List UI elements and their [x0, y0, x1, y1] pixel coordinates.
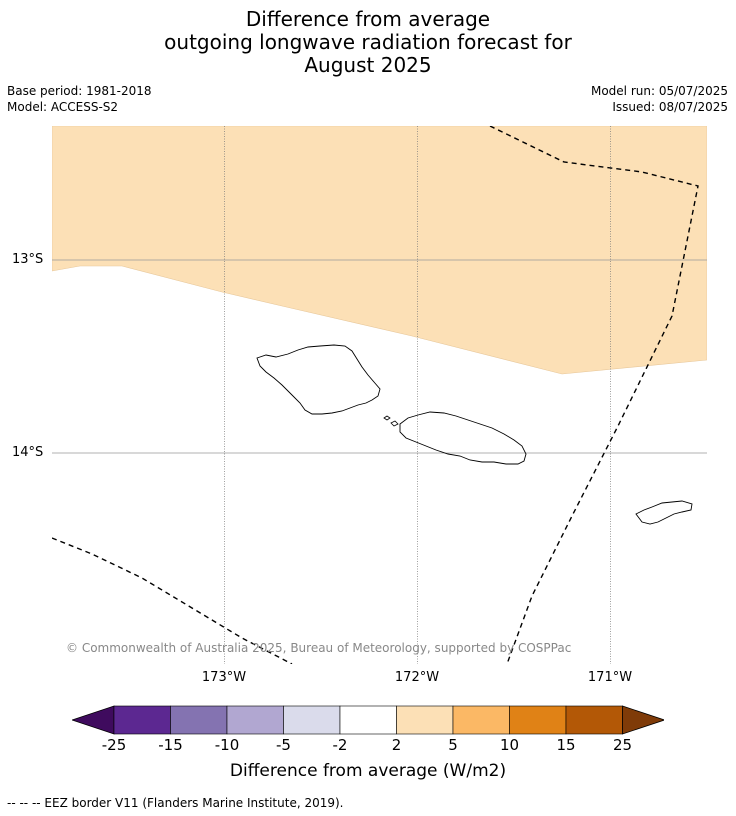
lon-label-173w: 173°W — [201, 670, 247, 685]
colorbar-tick-label: -15 — [158, 736, 183, 754]
colorbar-label: Difference from average (W/m2) — [229, 761, 507, 781]
islet-manono — [390, 420, 399, 427]
title-line-3: August 2025 — [304, 53, 432, 77]
anomaly-region — [52, 126, 707, 375]
island-tutuila — [635, 500, 693, 525]
colorbar-cell — [396, 705, 454, 735]
eez-border-northeast — [489, 126, 699, 664]
copyright-notice: © Commonwealth of Australia 2025, Bureau… — [66, 641, 572, 655]
base-period: Base period: 1981-2018 — [7, 84, 152, 98]
colorbar-tick-label: 5 — [448, 736, 458, 754]
meta-right: Model run: 05/07/2025 Issued: 08/07/2025 — [591, 83, 728, 115]
lon-label-172w: 172°W — [394, 670, 440, 685]
title-line-2: outgoing longwave radiation forecast for — [164, 30, 572, 54]
lat-label-13s: 13°S — [12, 252, 44, 267]
colorbar-tick-label: 10 — [499, 736, 520, 754]
colorbar — [70, 704, 666, 740]
colorbar-tick-label: -10 — [214, 736, 240, 754]
colorbar-cell — [509, 705, 567, 735]
colorbar-svg — [70, 705, 666, 735]
map-svg — [52, 126, 707, 664]
title-line-1: Difference from average — [245, 7, 491, 31]
colorbar-cells — [70, 705, 666, 735]
colorbar-arrow-low — [70, 705, 115, 735]
colorbar-tick-label: -5 — [276, 736, 291, 754]
model-run: Model run: 05/07/2025 — [590, 84, 728, 98]
colorbar-cell — [170, 705, 228, 735]
lat-label-14s: 14°S — [12, 445, 44, 460]
island-upolu — [399, 411, 527, 465]
colorbar-tick-label: 2 — [391, 736, 402, 754]
colorbar-cell — [452, 705, 510, 735]
issued-date: Issued: 08/07/2025 — [612, 100, 728, 114]
colorbar-cell — [113, 705, 171, 735]
lon-label-171w: 171°W — [587, 670, 633, 685]
eez-border-southwest — [52, 537, 293, 664]
map-panel[interactable] — [52, 126, 707, 664]
colorbar-tick-label: 25 — [612, 736, 633, 754]
colorbar-cell — [339, 705, 397, 735]
colorbar-cell — [226, 705, 284, 735]
chart-title: Difference from average outgoing longwav… — [0, 8, 736, 77]
model-name: Model: ACCESS-S2 — [7, 100, 119, 114]
colorbar-tick-label: 15 — [556, 736, 576, 754]
eez-legend-note: -- -- -- EEZ border V11 (Flanders Marine… — [7, 796, 344, 810]
island-savaii — [256, 344, 381, 415]
colorbar-arrow-high — [622, 705, 666, 735]
colorbar-tick-label: -25 — [101, 736, 127, 754]
colorbar-tick-label: -2 — [332, 736, 348, 754]
islet-apolima — [383, 415, 391, 421]
colorbar-cell — [565, 705, 623, 735]
colorbar-cell — [283, 705, 341, 735]
meta-left: Base period: 1981-2018 Model: ACCESS-S2 — [7, 83, 152, 115]
